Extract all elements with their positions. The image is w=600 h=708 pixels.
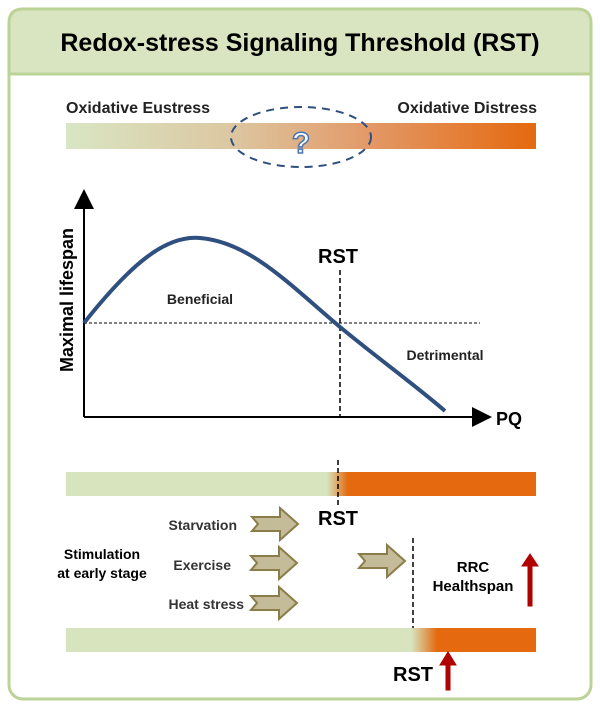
increase-arrow-icon [521, 553, 539, 607]
title-band [7, 7, 593, 76]
heat-stress-label: Heat stress [169, 596, 245, 612]
beneficial-label: Beneficial [167, 291, 233, 307]
detrimental-label: Detrimental [406, 347, 483, 363]
uncertainty-ellipse [230, 106, 372, 168]
rst-label-2: RST [393, 664, 433, 686]
shift-arrow-icon [356, 542, 407, 580]
rst-label: RST [318, 246, 358, 268]
rst-label-1: RST [318, 508, 358, 530]
exercise-arrow-icon [248, 544, 299, 582]
rrc-label: RRC [457, 559, 490, 576]
shifted-threshold-bar [66, 628, 536, 652]
heat-stress-arrow-icon [248, 584, 299, 622]
baseline-threshold-bar [66, 472, 536, 496]
starvation-arrow-icon [249, 505, 300, 543]
stimulation-label-1: Stimulation [64, 546, 140, 562]
distress-label: Oxidative Distress [397, 100, 537, 117]
healthspan-label: Healthspan [433, 578, 514, 595]
rst-increase-arrow-icon [439, 651, 457, 691]
eustress-label: Oxidative Eustress [66, 100, 210, 117]
lifespan-curve [82, 235, 447, 413]
x-axis-label: PQ [496, 409, 522, 429]
title: Redox-stress Signaling Threshold (RST) [60, 29, 539, 57]
y-axis-label: Maximal lifespan [57, 228, 77, 372]
stimulation-label-2: at early stage [57, 565, 147, 581]
starvation-label: Starvation [169, 517, 237, 533]
stress-spectrum-bar [66, 123, 536, 149]
question-mark-icon: ? [292, 127, 310, 160]
exercise-label: Exercise [173, 557, 231, 573]
